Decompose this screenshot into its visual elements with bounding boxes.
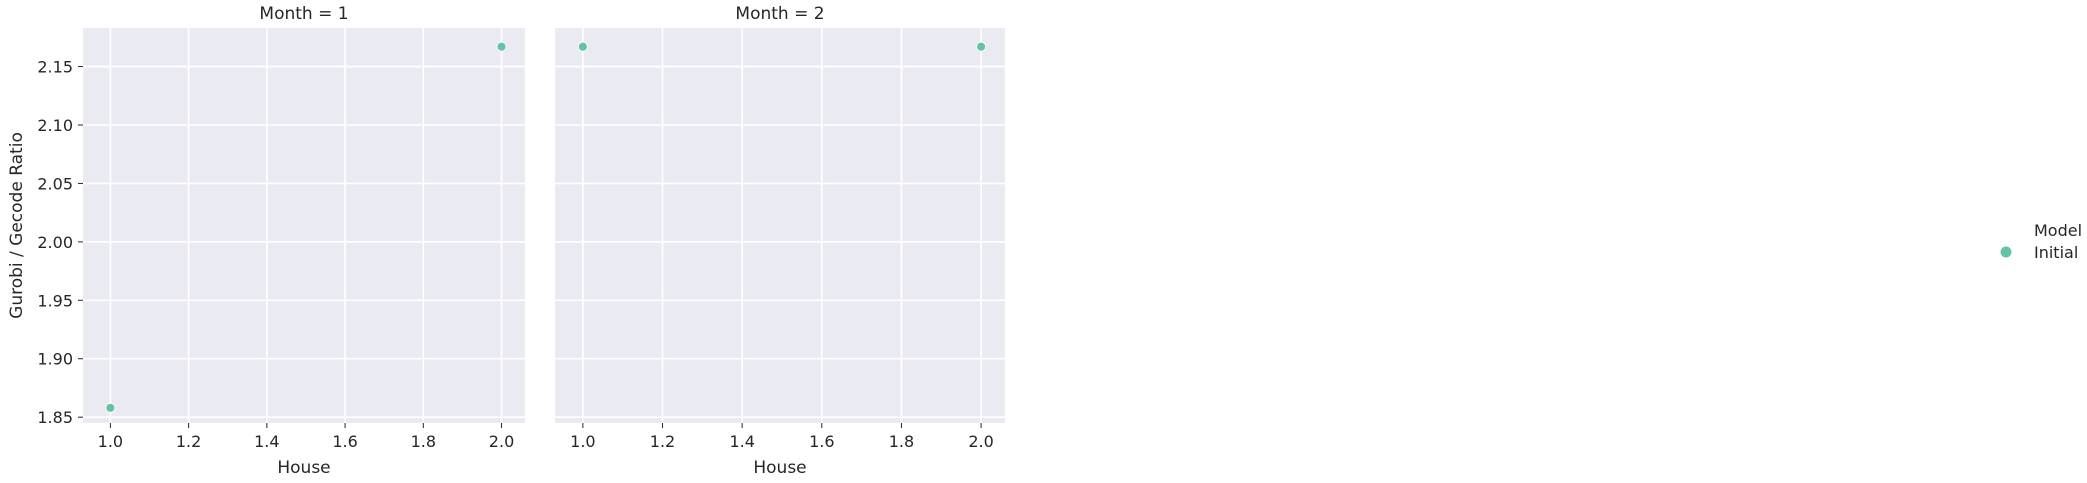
plot-area [83,28,525,423]
x-axis-label: House [277,458,330,478]
y-axis-label: Gurobi / Gecode Ratio [7,132,27,319]
panel-title: Month = 1 [259,4,348,24]
y-tick-label: 1.90 [37,350,73,369]
x-tick-label: 1.0 [570,432,595,451]
y-tick-label: 2.00 [37,233,73,252]
x-tick-label: 1.4 [729,432,754,451]
x-tick-label: 1.0 [98,432,123,451]
y-tick-label: 1.85 [37,408,73,427]
x-tick-label: 1.2 [176,432,201,451]
plot-area [555,28,1005,423]
data-point [976,41,987,52]
panel-title: Month = 2 [735,4,824,24]
x-axis-label: House [753,458,806,478]
y-tick-label: 2.10 [37,116,73,135]
x-tick-label: 2.0 [968,432,993,451]
legend: Model Initial [2000,221,2082,262]
data-point [496,41,507,52]
x-tick-label: 1.8 [889,432,914,451]
x-tick-label: 1.6 [809,432,834,451]
x-tick-label: 2.0 [489,432,514,451]
legend-title: Model [2034,221,2082,240]
data-point [577,41,588,52]
y-tick-label: 2.15 [37,58,73,77]
x-tick-label: 1.2 [650,432,675,451]
legend-marker-initial [2000,246,2012,258]
panel-2: 1.0 1.2 1.4 1.6 1.8 2.0 Month = 2 House [555,4,1005,478]
x-tick-label: 1.6 [332,432,357,451]
data-point [105,402,116,413]
x-tick-label: 1.8 [411,432,436,451]
x-tick-label: 1.4 [254,432,279,451]
y-tick-label: 2.05 [37,174,73,193]
panel-1: 1.0 1.2 1.4 1.6 1.8 2.0 1.85 1.90 1.95 2.00 2.05 2.… [7,4,525,478]
legend-label-initial: Initial [2034,243,2078,262]
y-tick-label: 1.95 [37,291,73,310]
